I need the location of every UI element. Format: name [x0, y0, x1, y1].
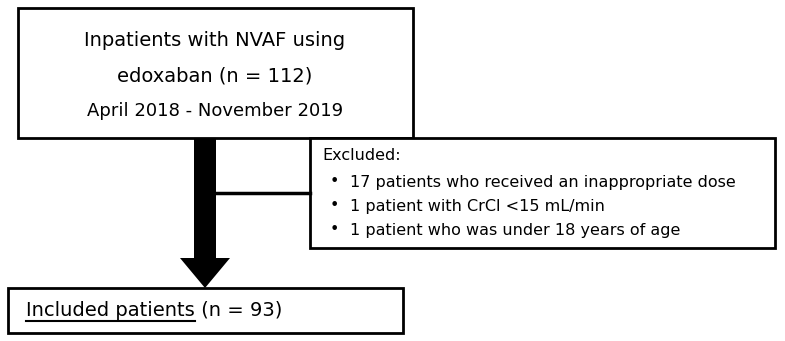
Text: Excluded:: Excluded: — [322, 148, 400, 163]
Text: 1 patient who was under 18 years of age: 1 patient who was under 18 years of age — [350, 222, 681, 237]
Text: •: • — [330, 175, 339, 190]
Text: 17 patients who received an inappropriate dose: 17 patients who received an inappropriat… — [350, 175, 736, 190]
Text: •: • — [330, 198, 339, 213]
Text: April 2018 - November 2019: April 2018 - November 2019 — [87, 102, 343, 120]
Text: (n = 93): (n = 93) — [195, 301, 282, 320]
Text: Inpatients with NVAF using: Inpatients with NVAF using — [85, 30, 345, 49]
Text: 1 patient with CrCl <15 mL/min: 1 patient with CrCl <15 mL/min — [350, 198, 605, 213]
Bar — [310, 138, 775, 248]
Text: edoxaban (n = 112): edoxaban (n = 112) — [117, 66, 312, 86]
Text: Included patients: Included patients — [26, 301, 195, 320]
Bar — [8, 288, 403, 333]
Polygon shape — [180, 138, 230, 288]
Bar — [17, 8, 412, 138]
Text: •: • — [330, 222, 339, 237]
